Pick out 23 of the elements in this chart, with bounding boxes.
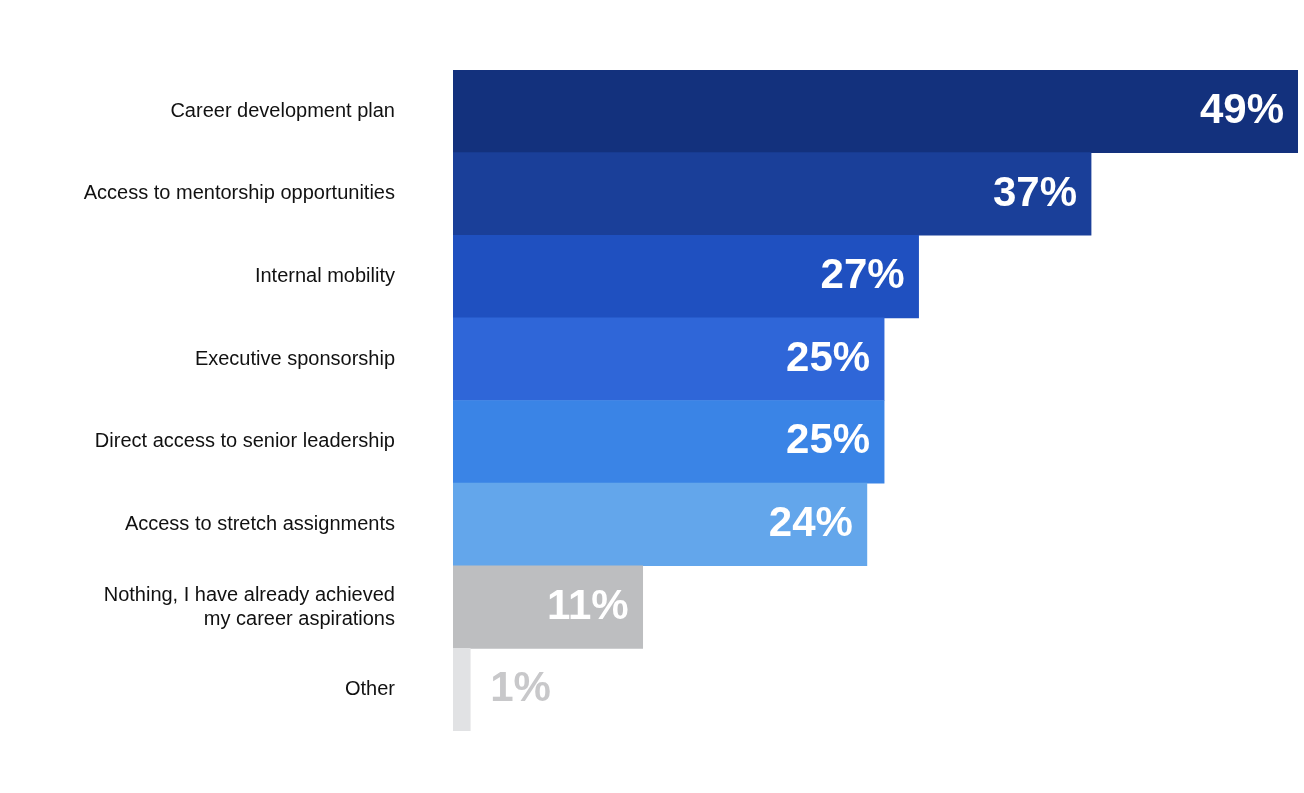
y-tick-label: Executive sponsorship bbox=[194, 346, 395, 369]
bar bbox=[453, 152, 1092, 236]
bar bbox=[453, 317, 885, 401]
y-tick-label: Other bbox=[344, 677, 396, 700]
y-tick-label: Access to stretch assignments bbox=[124, 511, 395, 534]
data-label: 24% bbox=[768, 498, 853, 546]
bar bbox=[453, 648, 471, 731]
bar bbox=[453, 70, 1298, 153]
bar bbox=[453, 400, 885, 484]
y-tick-label: Internal mobility bbox=[254, 264, 395, 287]
y-tick-label: Direct access to senior leadership bbox=[94, 429, 395, 452]
data-label: 27% bbox=[820, 250, 905, 298]
bar bbox=[453, 482, 868, 567]
y-tick-label: Nothing, I have already achieved my career aspirations bbox=[103, 582, 395, 629]
bar bbox=[453, 565, 644, 649]
data-label: 49% bbox=[1199, 84, 1284, 132]
y-tick-label: Access to mentorship opportunities bbox=[83, 181, 395, 204]
data-label: 25% bbox=[786, 415, 871, 463]
data-label: 37% bbox=[993, 167, 1078, 215]
bar bbox=[453, 234, 919, 319]
data-label: 25% bbox=[786, 332, 871, 380]
data-label: 11% bbox=[546, 580, 629, 628]
y-tick-label: Career development plan bbox=[170, 98, 395, 121]
